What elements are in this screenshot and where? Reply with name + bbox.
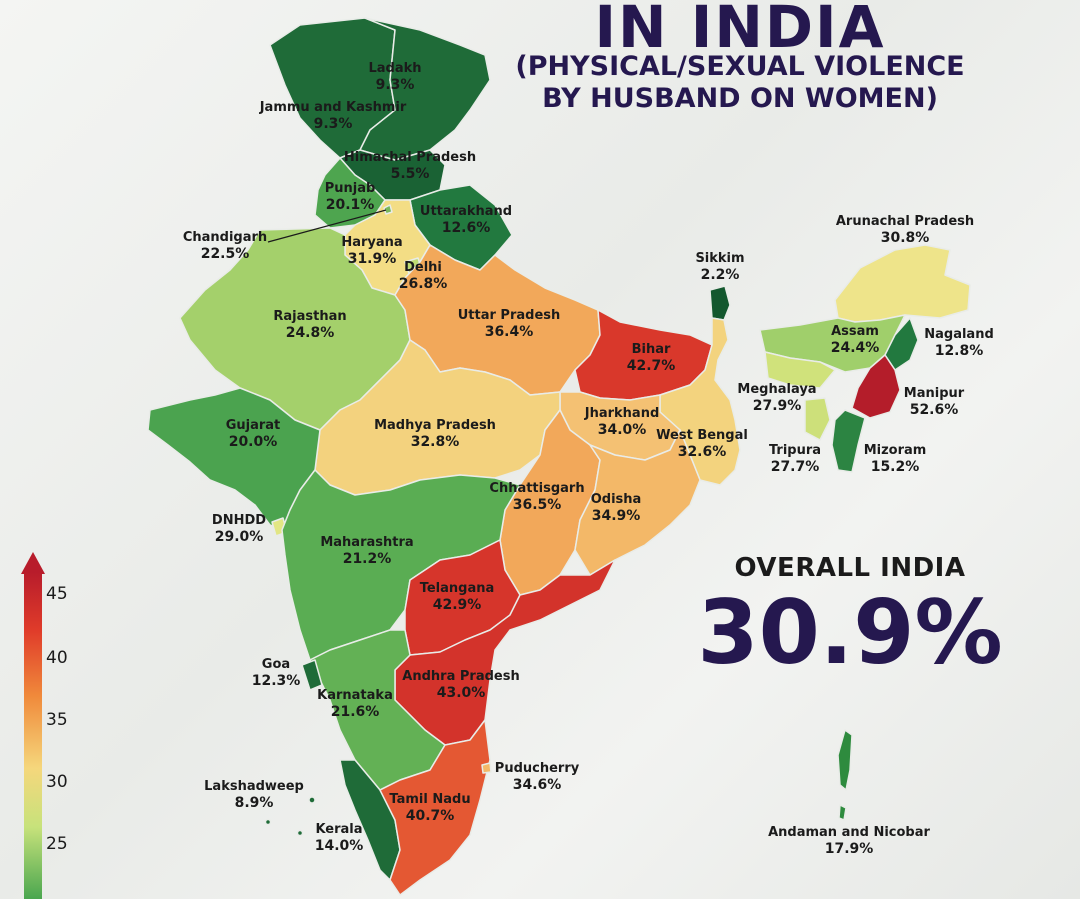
region-odisha[interactable] bbox=[574, 429, 701, 576]
legend-color-scale bbox=[24, 572, 42, 899]
region-lakshadweep-islet bbox=[296, 829, 304, 837]
label-gujarat: Gujarat 20.0% bbox=[225, 418, 281, 450]
label-assam: Assam 24.4% bbox=[830, 324, 880, 356]
label-sikkim: Sikkim 2.2% bbox=[695, 251, 745, 283]
label-lakshadweep: Lakshadweep 8.9% bbox=[204, 779, 304, 811]
legend-tick: 35 bbox=[46, 710, 68, 730]
label-chhattisgarh: Chhattisgarh 36.5% bbox=[489, 481, 585, 513]
label-nagaland: Nagaland 12.8% bbox=[924, 327, 994, 359]
label-bihar: Bihar 42.7% bbox=[626, 342, 676, 374]
label-jk: Jammu and Kashmir 9.3% bbox=[259, 100, 407, 132]
map-subtitle-line-2: BY HUSBAND ON WOMEN) bbox=[542, 83, 938, 114]
label-rajasthan: Rajasthan 24.8% bbox=[273, 309, 347, 341]
label-haryana: Haryana 31.9% bbox=[341, 235, 403, 267]
region-arunachal[interactable] bbox=[834, 244, 971, 323]
legend-tick: 45 bbox=[46, 584, 68, 604]
label-jharkhand: Jharkhand 34.0% bbox=[584, 406, 660, 438]
label-wb: West Bengal 32.6% bbox=[656, 428, 748, 460]
map-subtitle-line-1: (PHYSICAL/SEXUAL VIOLENCE bbox=[515, 51, 965, 82]
region-nicobar-islet bbox=[838, 804, 847, 821]
label-up: Uttar Pradesh 36.4% bbox=[457, 308, 561, 340]
label-mp: Madhya Pradesh 32.8% bbox=[374, 418, 496, 450]
label-telangana: Telangana 42.9% bbox=[419, 581, 495, 613]
region-goa[interactable] bbox=[301, 659, 323, 691]
label-karnataka: Karnataka 21.6% bbox=[317, 688, 393, 720]
map-title: IN INDIA bbox=[594, 0, 886, 61]
region-meghalaya[interactable] bbox=[764, 351, 836, 389]
region-puducherry[interactable] bbox=[481, 762, 492, 774]
region-tripura[interactable] bbox=[804, 397, 831, 441]
region-mizoram[interactable] bbox=[831, 409, 866, 473]
label-punjab: Punjab 20.1% bbox=[324, 181, 376, 213]
region-lakshadweep[interactable] bbox=[308, 796, 316, 804]
legend-tick: 40 bbox=[46, 648, 68, 668]
label-delhi: Delhi 26.8% bbox=[398, 260, 448, 292]
overall-india-label: OVERALL INDIA bbox=[734, 553, 966, 583]
chandigarh-leader-line bbox=[267, 209, 387, 243]
overall-india-value: 30.9% bbox=[697, 581, 1003, 684]
label-odisha: Odisha 34.9% bbox=[590, 492, 642, 524]
region-andaman[interactable] bbox=[837, 729, 853, 791]
label-goa: Goa 12.3% bbox=[251, 657, 301, 689]
label-maharashtra: Maharashtra 21.2% bbox=[320, 535, 414, 567]
label-dnhdd: DNHDD 29.0% bbox=[211, 513, 267, 545]
region-wb[interactable] bbox=[659, 317, 741, 486]
region-manipur[interactable] bbox=[851, 354, 901, 419]
label-mizoram: Mizoram 15.2% bbox=[863, 443, 927, 475]
label-tn: Tamil Nadu 40.7% bbox=[389, 792, 471, 824]
legend-tick: 25 bbox=[46, 834, 68, 854]
label-uttarakhand: Uttarakhand 12.6% bbox=[419, 204, 513, 236]
label-arunachal: Arunachal Pradesh 30.8% bbox=[835, 214, 975, 246]
legend-arrow-icon bbox=[21, 552, 45, 574]
region-tn[interactable] bbox=[379, 719, 491, 896]
label-chandigarh: Chandigarh 22.5% bbox=[182, 230, 268, 262]
region-up[interactable] bbox=[394, 244, 601, 396]
label-ladakh: Ladakh 9.3% bbox=[368, 61, 422, 93]
label-kerala: Kerala 14.0% bbox=[314, 822, 364, 854]
label-meghalaya: Meghalaya 27.9% bbox=[737, 382, 817, 414]
label-puducherry: Puducherry 34.6% bbox=[494, 761, 580, 793]
label-manipur: Manipur 52.6% bbox=[903, 386, 965, 418]
region-chandigarh[interactable] bbox=[383, 204, 393, 215]
region-karnataka[interactable] bbox=[309, 629, 446, 791]
label-tripura: Tripura 27.7% bbox=[768, 443, 822, 475]
region-lakshadweep-islet-2 bbox=[264, 818, 272, 826]
region-sikkim[interactable] bbox=[709, 285, 731, 321]
label-hp: Himachal Pradesh 5.5% bbox=[343, 150, 477, 182]
legend-tick: 30 bbox=[46, 772, 68, 792]
label-andaman: Andaman and Nicobar 17.9% bbox=[768, 825, 930, 857]
label-ap: Andhra Pradesh 43.0% bbox=[402, 669, 520, 701]
